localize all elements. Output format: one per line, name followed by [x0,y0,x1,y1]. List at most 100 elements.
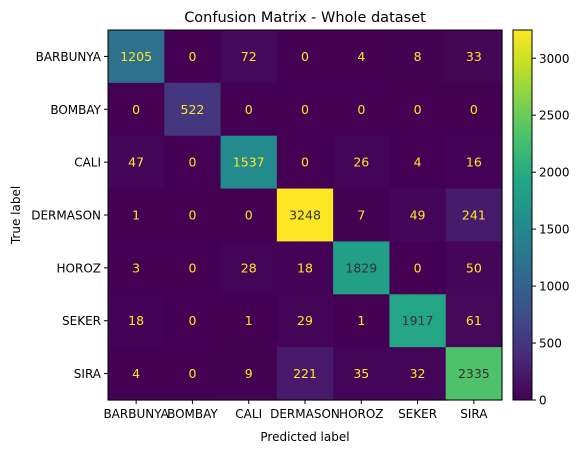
x-tick-label: BOMBAY [167,407,218,421]
y-tick-label: BOMBAY [50,103,101,117]
cell-value-label: 0 [188,313,196,328]
colorbar-tick-label: 1500 [539,223,570,237]
heatmap-cell [164,347,222,401]
cell-value-label: 32 [410,366,426,381]
cell-value-label: 35 [353,366,369,381]
heatmap-cell [164,294,222,348]
cell-value-label: 0 [301,102,309,117]
heatmap-cell [220,294,278,348]
cell-value-label: 7 [357,208,365,223]
heatmap-cells [108,30,503,401]
y-tick-label: CALI [74,156,101,170]
cell-value-label: 0 [470,102,478,117]
cell-value-label: 4 [132,366,140,381]
y-axis-label: True label [9,186,23,245]
heatmap-cell [108,241,165,295]
cell-value-label: 221 [293,366,317,381]
x-tick-label: CALI [235,407,262,421]
cell-value-label: 522 [181,102,205,117]
cell-value-label: 0 [414,260,422,275]
cell-value-label: 28 [241,260,257,275]
colorbar-tick-label: 2500 [539,109,570,123]
heatmap-cell [108,135,165,190]
heatmap-cell [108,82,165,137]
y-tick-label: SIRA [74,367,102,381]
heatmap-cell [276,30,334,84]
cell-value-label: 1917 [402,313,434,328]
colorbar-tick-label: 2000 [539,166,570,180]
cell-value-label: 0 [357,102,365,117]
cell-value-label: 4 [414,155,422,170]
heatmap-cell [333,135,391,190]
heatmap-cell [333,347,391,401]
cell-value-label: 50 [466,260,482,275]
x-tick-label: HOROZ [339,407,383,421]
heatmap-cell [389,188,447,243]
heatmap-cell [389,294,447,348]
x-axis-label: Predicted label [260,430,349,444]
heatmap-cell [445,188,503,243]
cell-value-label: 0 [132,102,140,117]
cell-value-label: 1 [132,208,140,223]
heatmap-cell [333,188,391,243]
heatmap-cell [333,294,391,348]
heatmap-cell [445,82,503,137]
heatmap-cell [389,30,447,84]
colorbar-tick-label: 1000 [539,280,570,294]
cell-value-label: 1537 [233,155,265,170]
heatmap-cell [276,347,334,401]
heatmap-cell [389,347,447,401]
heatmap-cell [220,188,278,243]
cell-value-label: 1 [245,313,253,328]
heatmap-cell [445,241,503,295]
cell-value-label: 1829 [345,260,377,275]
cell-value-label: 0 [245,208,253,223]
cell-value-label: 0 [301,155,309,170]
cell-value-label: 0 [188,208,196,223]
cell-value-label: 4 [357,49,365,64]
heatmap-cell [389,82,447,137]
colorbar [512,29,533,401]
heatmap-cell [108,188,165,243]
cell-value-label: 29 [297,313,313,328]
heatmap-cell [276,188,334,243]
heatmap-cell [164,135,222,190]
cell-value-label: 0 [414,102,422,117]
heatmap-cell [445,30,503,84]
cell-value-label: 3 [132,260,140,275]
cell-value-label: 18 [128,313,144,328]
heatmap-cell [276,241,334,295]
x-tick-label: BARBUNYA [103,407,169,421]
heatmap-cell-labels: 1205 0 72 0 4 8 330 522 0 0 0 0 047 0 1537 0 26 4 161 0 0 324… [120,49,490,381]
heatmap-cell [108,30,165,84]
cell-value-label: 1 [357,313,365,328]
cell-value-label: 8 [414,49,422,64]
cell-value-label: 61 [466,313,482,328]
heatmap-cell [276,294,334,348]
y-tick-label: HOROZ [57,261,101,275]
heatmap-cell [389,241,447,295]
cell-value-label: 3248 [289,208,321,223]
cell-value-label: 47 [128,155,144,170]
heatmap-cell [333,241,391,295]
cell-value-label: 9 [245,366,253,381]
y-tick-label: SEKER [62,314,101,328]
heatmap-cell [445,347,503,401]
heatmap-cell [220,347,278,401]
heatmap-cell [220,30,278,84]
y-axis-ticks: BARBUNYA BOMBAY CALI DERMASON HOROZ SEKER SIRA [31,50,108,381]
cell-value-label: 0 [188,49,196,64]
heatmap-cell [164,82,222,137]
heatmap-cell [220,82,278,137]
colorbar-tick-label: 3000 [539,52,570,66]
cell-value-label: 0 [188,260,196,275]
cell-value-label: 2335 [458,366,490,381]
cell-value-label: 72 [241,49,257,64]
heatmap-cell [333,82,391,137]
cell-value-label: 1205 [120,49,152,64]
cell-value-label: 26 [353,155,369,170]
cell-value-label: 16 [466,155,482,170]
heatmap-cell [164,188,222,243]
cell-value-label: 18 [297,260,313,275]
